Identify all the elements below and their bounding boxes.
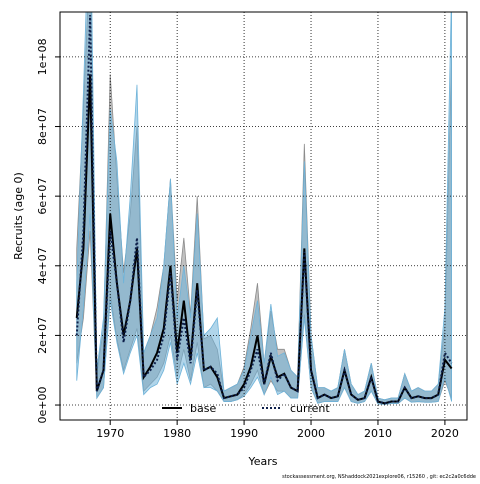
y-tick-label: 2e+07	[36, 317, 49, 354]
x-tick-label: 2010	[364, 427, 392, 440]
plot-frame	[59, 11, 468, 421]
legend-label: current	[290, 402, 330, 415]
series-line	[75, 15, 453, 405]
x-tick-label: 1970	[96, 427, 124, 440]
y-axis-label: Recruits (age 0)	[12, 172, 25, 260]
x-tick-label: 1980	[163, 427, 191, 440]
x-tick-label: 2000	[297, 427, 325, 440]
x-tick-label: 1990	[230, 427, 258, 440]
y-tick-label: 0e+00	[36, 387, 49, 424]
x-tick-label: 2020	[431, 427, 459, 440]
legend-label: base	[190, 402, 216, 415]
confidence-band	[76, 12, 453, 405]
x-axis-label: Years	[247, 455, 277, 468]
y-tick-label: 8e+07	[36, 108, 49, 145]
y-tick-label: 4e+07	[36, 247, 49, 284]
lines	[75, 15, 453, 405]
footnote: stockassessment.org, NShaddock2021explor…	[282, 474, 476, 480]
y-tick-label: 6e+07	[36, 178, 49, 215]
bands	[76, 12, 453, 405]
y-tick-label: 1e+08	[36, 38, 49, 75]
